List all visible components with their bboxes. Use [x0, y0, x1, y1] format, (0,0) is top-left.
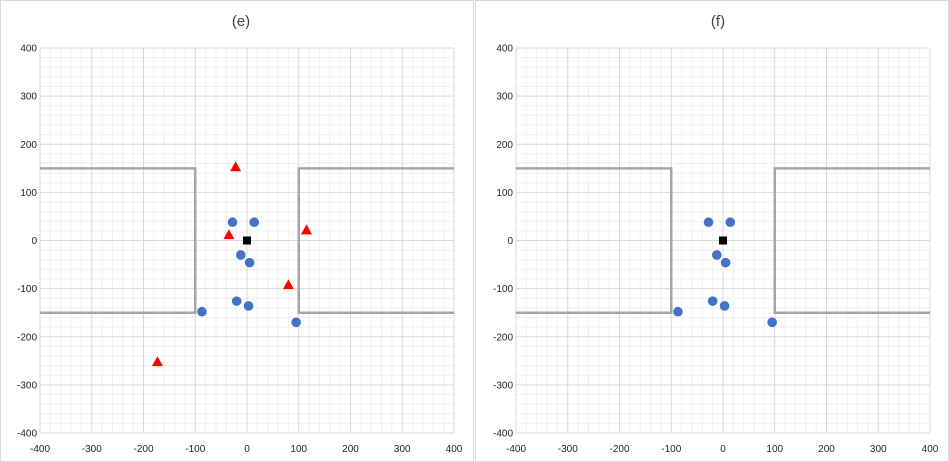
y-axis-ticks: 400 300 200 100 0 -100 -200 -300 -400 [17, 44, 37, 440]
y-tick-label: 100 [20, 188, 37, 199]
data-points [151, 161, 313, 367]
x-tick-label: -300 [82, 444, 102, 455]
y-tick-label: 200 [20, 140, 37, 151]
x-tick-label: 0 [720, 444, 726, 455]
data-point-triangle [301, 224, 313, 235]
boundary-lines [40, 167, 454, 314]
y-tick-label: 100 [496, 188, 513, 199]
data-point-circle [235, 250, 246, 260]
data-point-triangle [230, 161, 242, 172]
gridlines [39, 47, 455, 434]
data-point-circle [249, 217, 260, 228]
y-tick-label: -400 [17, 429, 37, 440]
x-tick-label: -300 [558, 444, 578, 455]
data-point-circle [703, 217, 714, 228]
data-point-triangle [151, 356, 163, 367]
y-tick-label: 200 [496, 140, 513, 151]
data-points [673, 217, 777, 328]
data-point-triangle [223, 229, 235, 240]
data-point-circle [243, 301, 254, 311]
data-point-circle [197, 306, 207, 317]
chart-panel-e: (e) -400 -300 -200 -100 0 100 200 300 40… [0, 0, 474, 462]
y-tick-label: -100 [493, 284, 513, 295]
boundary-lines [516, 167, 930, 314]
data-point-circle [231, 296, 242, 306]
y-tick-label: 0 [31, 236, 37, 247]
x-tick-label: -200 [133, 444, 153, 455]
y-tick-label: 400 [496, 44, 513, 55]
data-point-circle [707, 296, 718, 306]
y-tick-label: 300 [496, 92, 513, 103]
data-point-circle [291, 317, 301, 328]
x-tick-label: 100 [290, 444, 307, 455]
boundary-line [297, 167, 454, 314]
data-point-square [719, 236, 727, 245]
data-point-square [243, 236, 251, 245]
x-tick-label: -400 [506, 444, 526, 455]
chart-panel-f: (f) -400 -300 -200 -100 0 100 200 300 40… [475, 0, 949, 462]
y-axis-ticks: 400 300 200 100 0 -100 -200 -300 -400 [493, 44, 513, 440]
chart-title: (f) [711, 13, 725, 30]
x-tick-label: 300 [394, 444, 411, 455]
data-point-circle [244, 257, 255, 268]
gridlines [515, 47, 931, 434]
y-tick-label: -100 [17, 284, 37, 295]
boundary-line [773, 167, 930, 314]
y-tick-label: -300 [493, 380, 513, 391]
x-tick-label: 400 [922, 444, 939, 455]
chart-title: (e) [232, 13, 250, 30]
x-tick-label: 300 [870, 444, 887, 455]
x-tick-label: -100 [185, 444, 205, 455]
x-tick-label: 100 [766, 444, 783, 455]
y-tick-label: 400 [20, 44, 37, 55]
boundary-line [516, 167, 673, 314]
x-tick-label: -100 [661, 444, 681, 455]
data-point-circle [725, 217, 736, 228]
y-tick-label: -400 [493, 429, 513, 440]
x-tick-label: 200 [342, 444, 359, 455]
y-tick-label: 0 [507, 236, 513, 247]
x-tick-label: 400 [446, 444, 463, 455]
data-point-circle [227, 217, 238, 228]
x-tick-label: -200 [609, 444, 629, 455]
x-axis-ticks: -400 -300 -200 -100 0 100 200 300 400 [30, 444, 463, 455]
data-point-circle [767, 317, 777, 328]
y-tick-label: -300 [17, 380, 37, 391]
x-tick-label: -400 [30, 444, 50, 455]
boundary-line [40, 167, 197, 314]
data-point-circle [711, 250, 722, 260]
x-axis-ticks: -400 -300 -200 -100 0 100 200 300 400 [506, 444, 939, 455]
y-tick-label: -200 [493, 332, 513, 343]
data-point-circle [720, 257, 731, 268]
data-point-triangle [282, 279, 294, 290]
data-point-circle [719, 301, 730, 311]
y-tick-label: -200 [17, 332, 37, 343]
x-tick-label: 200 [818, 444, 835, 455]
data-point-circle [673, 306, 683, 317]
x-tick-label: 0 [244, 444, 250, 455]
y-tick-label: 300 [20, 92, 37, 103]
